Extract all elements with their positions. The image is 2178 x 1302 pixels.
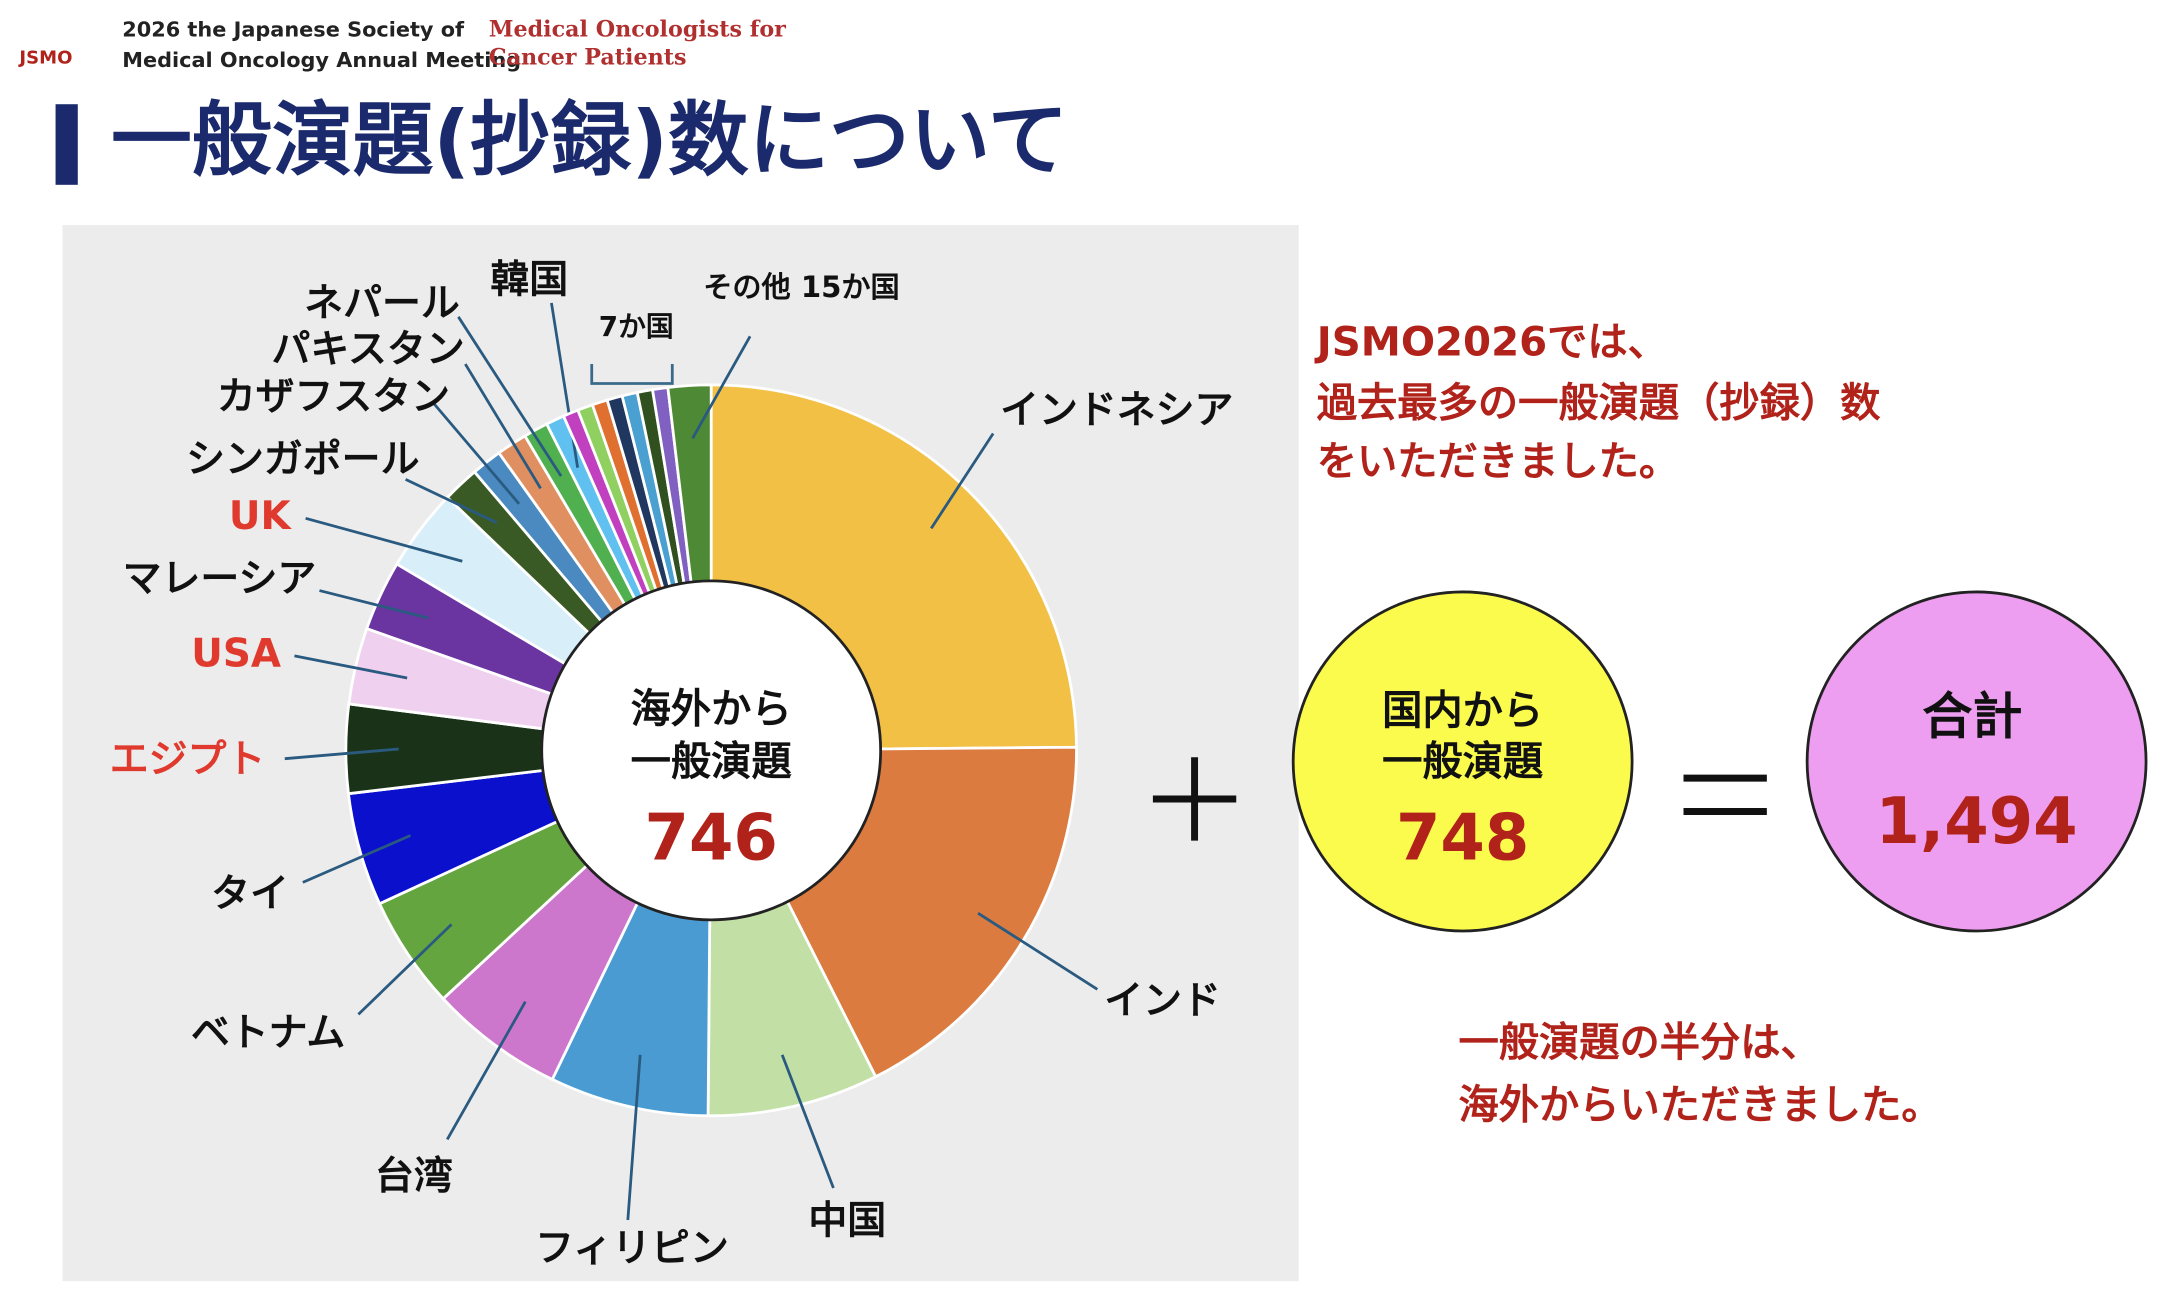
center-total: 746 <box>645 802 778 876</box>
domestic-label: 国内から <box>1382 688 1543 734</box>
leader-line <box>294 654 408 680</box>
message: JSMO2026では、 <box>1314 320 1668 366</box>
slice-label: カザフスタン <box>217 374 450 419</box>
plus-sign <box>1152 757 1237 841</box>
slice-label: その他 15か国 <box>703 270 899 304</box>
tagline: Cancer Patients <box>489 44 687 70</box>
message: をいただきました。 <box>1317 439 1679 485</box>
footnote: 海外からいただきました。 <box>1458 1082 1941 1128</box>
donut-hole <box>540 579 883 922</box>
slide-title: 一般演題(抄録)数について <box>111 94 1068 188</box>
bracket <box>590 364 674 385</box>
leader-line <box>626 1054 642 1221</box>
message: 過去最多の一般演題（抄録）数 <box>1317 381 1881 427</box>
leader-line <box>305 516 463 563</box>
leader-line <box>357 923 453 1016</box>
domestic-label: 一般演題 <box>1382 739 1544 785</box>
slice-label: インドネシア <box>1000 388 1233 433</box>
logo: JSMO <box>17 47 72 68</box>
leader-line <box>691 335 752 439</box>
total-label: 合計 <box>1922 687 2022 745</box>
tagline: Medical Oncologists for <box>489 17 786 43</box>
leader-line <box>930 432 995 530</box>
leader-line <box>302 834 412 884</box>
total-circle <box>1805 590 2148 933</box>
leader-line <box>977 911 1099 991</box>
leader-line <box>432 402 521 505</box>
leader-line <box>284 747 399 761</box>
total-value: 1,494 <box>1876 785 2078 859</box>
slice-label: シンガポール <box>186 437 419 482</box>
society-line: 2026 the Japanese Society of <box>122 18 465 42</box>
leader-line <box>405 478 498 525</box>
leader-line <box>319 589 429 620</box>
title-bar <box>55 104 78 185</box>
slice-label: 中国 <box>808 1198 886 1243</box>
domestic-value: 748 <box>1396 802 1529 876</box>
center-label: 一般演題 <box>631 739 793 785</box>
domestic-circle <box>1291 590 1634 933</box>
slice-label: タイ <box>211 872 289 917</box>
footnote: 一般演題の半分は、 <box>1458 1020 1820 1066</box>
equals-sign <box>1683 774 1767 815</box>
leader-line <box>446 1001 527 1141</box>
leader-line <box>457 316 563 477</box>
slice-label: フィリピン <box>535 1226 729 1271</box>
leader-line <box>780 1054 835 1189</box>
slice-label: UK <box>229 494 293 539</box>
slice-label: 韓国 <box>490 258 568 303</box>
annotation: 7か国 <box>599 310 674 343</box>
leader-line <box>464 363 542 490</box>
slice-label: エジプト <box>110 737 266 782</box>
slice-label: マレーシア <box>123 556 317 601</box>
slice-label: USA <box>191 631 281 676</box>
slice-label: 台湾 <box>375 1154 453 1199</box>
slice-label: パキスタン <box>271 327 464 372</box>
slice-label: ベトナム <box>191 1011 345 1056</box>
slice-label: インド <box>1104 979 1221 1024</box>
center-label: 海外から <box>631 686 792 732</box>
society-line: Medical Oncology Annual Meeting <box>122 48 521 72</box>
slice-label: ネパール <box>304 281 460 326</box>
